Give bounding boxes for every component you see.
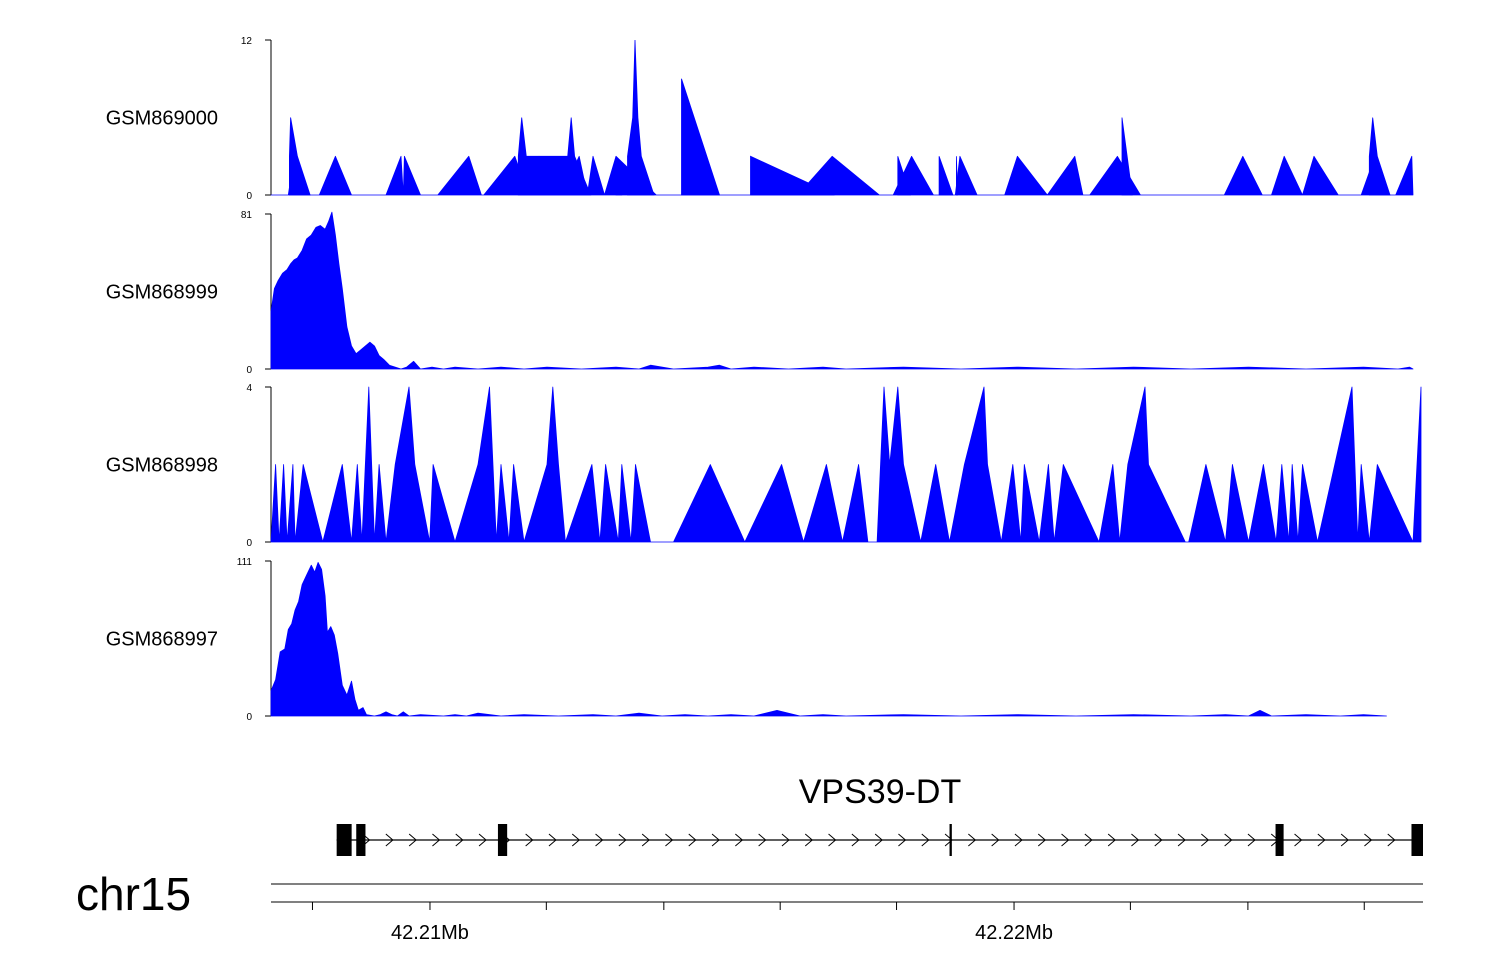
- axis-labels: 42.21Mb 42.22Mb: [391, 922, 1053, 944]
- strand-arrow: [525, 833, 534, 847]
- track-label: GSM868997: [106, 629, 218, 651]
- strand-arrow: [828, 833, 837, 847]
- strand-arrow: [921, 833, 930, 847]
- strand-arrow: [688, 833, 697, 847]
- strand-arrow: [408, 833, 417, 847]
- y-min-label: 0: [246, 712, 252, 723]
- strand-arrow: [1154, 833, 1163, 847]
- strand-arrow: [1107, 833, 1116, 847]
- strand-arrow: [1037, 833, 1047, 847]
- strand-arrow: [1387, 833, 1396, 847]
- axis-label: 42.21Mb: [391, 922, 469, 944]
- track-gsm868997: GSM868997 111 0: [106, 557, 1387, 723]
- track-label: GSM868998: [106, 455, 218, 477]
- strand-arrow: [711, 833, 720, 847]
- y-max-label: 81: [241, 210, 253, 221]
- y-max-label: 12: [241, 36, 253, 47]
- strand-arrow: [665, 833, 674, 847]
- y-max-label: 4: [246, 383, 252, 394]
- coverage-area: [270, 211, 1414, 370]
- gene-exon: [497, 824, 508, 856]
- gene-exons: [336, 824, 1423, 856]
- y-max-label: 111: [237, 557, 253, 568]
- gene-exon: [356, 824, 366, 856]
- strand-arrow: [1201, 833, 1210, 847]
- strand-arrow: [1317, 833, 1326, 847]
- strand-arrow: [618, 833, 627, 847]
- strand-arrow: [1131, 833, 1140, 847]
- strand-arrow: [735, 833, 744, 847]
- y-min-label: 0: [246, 538, 252, 549]
- strand-arrow: [804, 833, 814, 847]
- strand-arrow: [781, 833, 790, 847]
- gene-exon: [336, 824, 352, 856]
- gene-name-label: VPS39-DT: [799, 773, 962, 811]
- strand-arrow: [1061, 833, 1070, 847]
- strand-arrow: [1177, 833, 1186, 847]
- strand-arrow: [944, 833, 953, 847]
- strand-arrow: [641, 833, 650, 847]
- strand-arrow: [898, 833, 907, 847]
- axis-label: 42.22Mb: [975, 922, 1053, 944]
- strand-arrow: [548, 833, 557, 847]
- strand-arrow: [385, 833, 394, 847]
- strand-arrow: [1084, 833, 1093, 847]
- gene-exon: [1275, 824, 1284, 856]
- track-label: GSM868999: [106, 282, 218, 304]
- strand-arrow: [851, 833, 860, 847]
- track-label: GSM869000: [106, 108, 218, 130]
- strand-arrow: [1224, 833, 1233, 847]
- track-gsm868998: GSM868998 4 0: [106, 383, 1422, 549]
- axis-ticks: [311, 902, 1365, 910]
- strand-arrow: [1294, 833, 1303, 847]
- coverage-area: [270, 386, 1422, 543]
- track-gsm868999: GSM868999 81 0: [106, 210, 1414, 376]
- coverage-area: [270, 562, 1387, 717]
- track-gsm869000: GSM869000 12 0: [106, 36, 1414, 202]
- strand-arrow: [1364, 833, 1373, 847]
- strand-arrow: [595, 833, 604, 847]
- strand-arrow: [455, 833, 464, 847]
- strand-arrow: [432, 833, 441, 847]
- coverage-area: [270, 155, 1414, 196]
- gene-exon: [1411, 824, 1423, 856]
- strand-arrow: [968, 833, 977, 847]
- strand-arrow: [991, 833, 1000, 847]
- strand-arrow: [758, 833, 767, 847]
- strand-arrow: [1340, 833, 1349, 847]
- gene-exon: [949, 824, 952, 856]
- chromosome-label: chr15: [76, 868, 191, 920]
- strand-arrow: [874, 833, 883, 847]
- genome-axis: chr15 42.21Mb 42.22Mb: [76, 868, 1423, 944]
- strand-arrow: [1247, 833, 1256, 847]
- strand-arrow: [478, 833, 487, 847]
- strand-arrow: [571, 833, 581, 847]
- strand-arrow: [1014, 833, 1023, 847]
- coverage-tracks: GSM869000120GSM868999810GSM86899840GSM86…: [106, 36, 1422, 723]
- gene-track: VPS39-DT: [336, 773, 1423, 856]
- y-min-label: 0: [246, 365, 252, 376]
- y-min-label: 0: [246, 191, 252, 202]
